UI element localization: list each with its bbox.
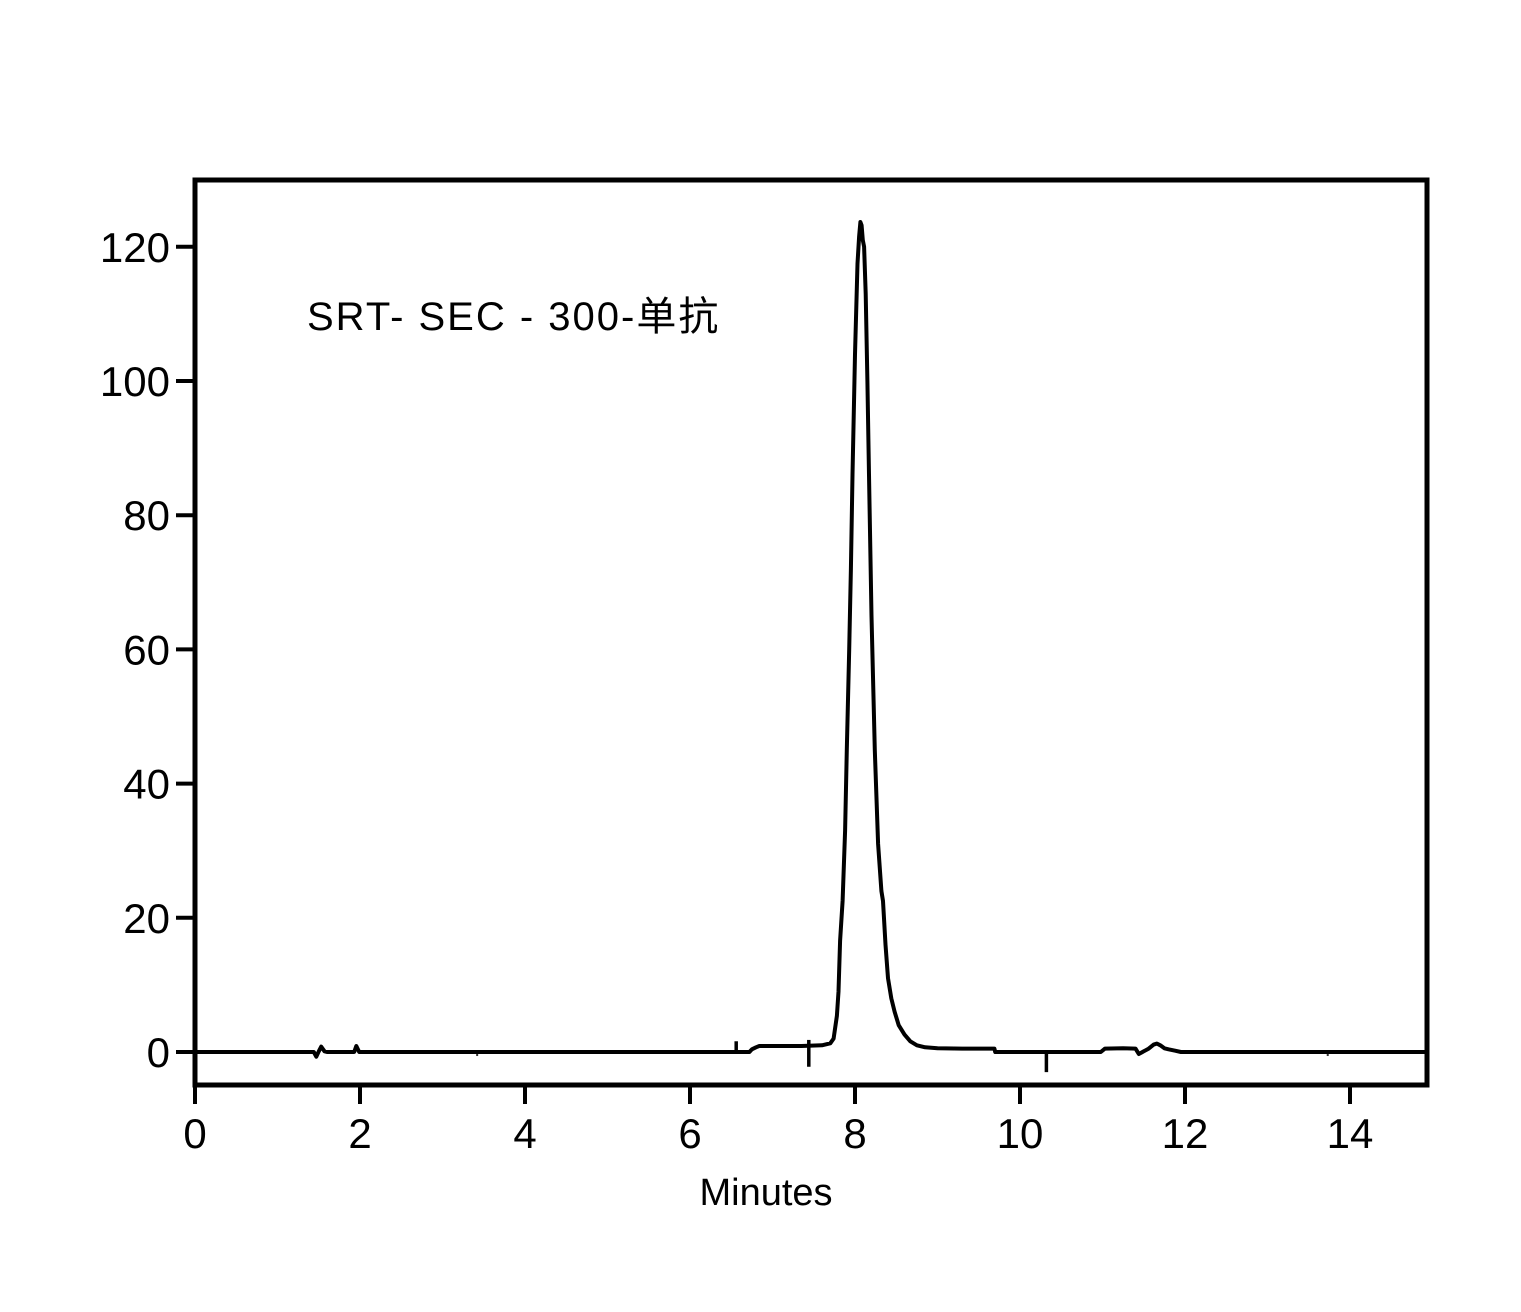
trace-line: [195, 220, 1427, 1059]
x-tick-label: 10: [997, 1110, 1044, 1157]
plot-frame: [192, 177, 1430, 1088]
y-tick-label: 0: [147, 1029, 170, 1076]
chromatogram-trace: [195, 220, 1427, 1059]
sample-annotation-label: SRT- SEC - 300-单抗: [307, 295, 720, 339]
x-tick-label: 12: [1162, 1110, 1209, 1157]
y-axis-tick-labels: 0 20 40 60 80 100 120: [100, 224, 170, 1076]
y-tick-label: 80: [123, 492, 170, 539]
y-tick-label: 120: [100, 224, 170, 271]
y-tick-label: 100: [100, 358, 170, 405]
x-axis-ticks: [193, 1085, 1352, 1104]
y-tick-label: 40: [123, 761, 170, 808]
x-tick-label: 2: [348, 1110, 371, 1157]
y-tick-label: 60: [123, 626, 170, 673]
x-axis-title: Minutes: [699, 1172, 832, 1214]
x-tick-label: 4: [513, 1110, 536, 1157]
integration-event-marks: [476, 1039, 1329, 1073]
x-tick-label: 14: [1327, 1110, 1374, 1157]
x-tick-label: 8: [843, 1110, 866, 1157]
x-tick-label: 6: [678, 1110, 701, 1157]
x-axis-tick-labels: 0 2 4 6 8 10 12 14: [183, 1110, 1373, 1157]
y-axis-ticks: [176, 244, 195, 1054]
x-tick-label: 0: [183, 1110, 206, 1157]
y-tick-label: 20: [123, 895, 170, 942]
